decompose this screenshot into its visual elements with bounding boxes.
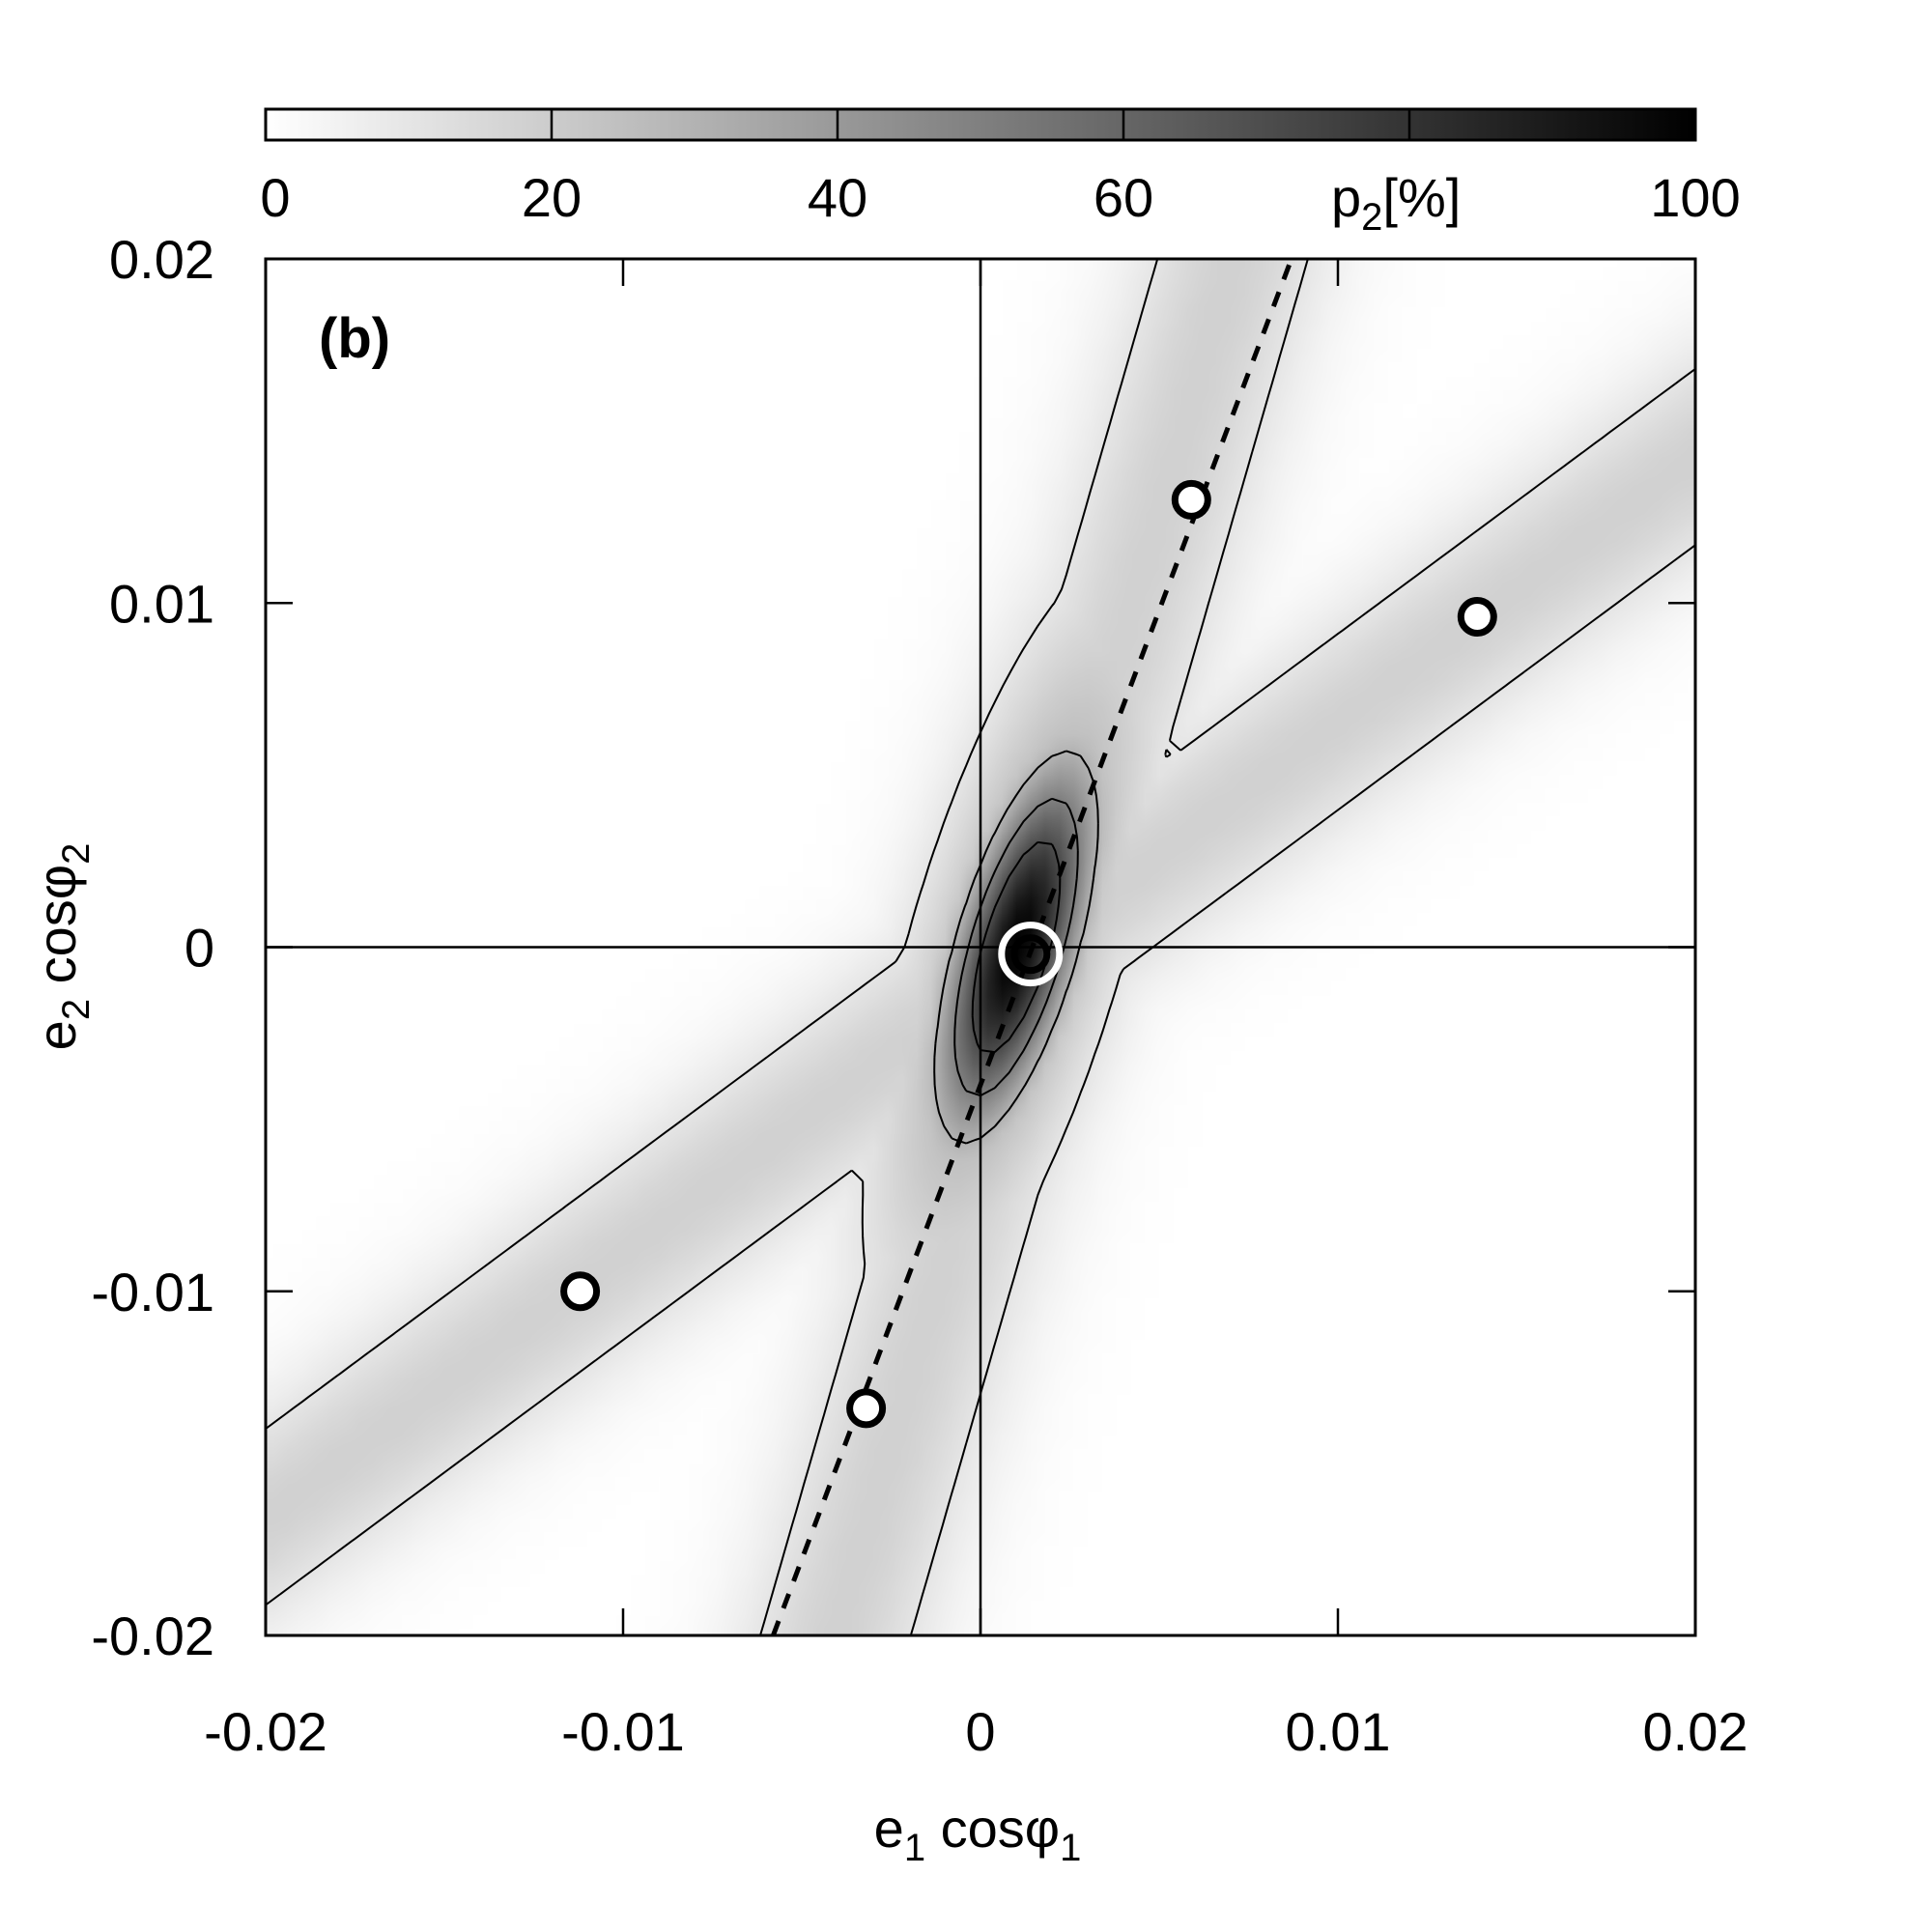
contour-10 <box>266 259 1695 1635</box>
y-axis-label: e2 cosφ2 <box>26 843 98 1051</box>
marker-best-fit-inner <box>1010 934 1051 975</box>
marker-point <box>1457 597 1497 637</box>
panel-label: (b) <box>319 307 390 370</box>
x-tick-label: -0.01 <box>561 1701 685 1762</box>
x-tick-label: 0.02 <box>1643 1701 1748 1762</box>
y-tick-label: -0.02 <box>91 1605 214 1666</box>
x-tick-label: 0 <box>965 1701 995 1762</box>
colorbar-tick-label: 60 <box>1094 167 1153 228</box>
colorbar-tick-label: 40 <box>808 167 867 228</box>
colorbar-ticks: 0 20 40 60 100 <box>260 109 1741 228</box>
colorbar-tick-label: 0 <box>260 167 290 228</box>
contour-lines <box>266 259 1695 1635</box>
colorbar-tick-label: 20 <box>522 167 582 228</box>
x-tick-label: -0.02 <box>204 1701 327 1762</box>
contour-30 <box>933 750 1099 1145</box>
y-tick-label: -0.01 <box>91 1262 214 1322</box>
y-tick-label: 0.02 <box>109 229 214 290</box>
contour-50 <box>953 797 1079 1097</box>
y-tick-label: 0 <box>185 918 214 979</box>
markers <box>560 479 1497 1429</box>
colorbar-gradient <box>264 107 1697 142</box>
axis-ticks: -0.02 -0.01 0 0.01 0.02 -0.02 -0.01 0 0.01 0.02 <box>91 229 1747 1762</box>
colorbar: 0 20 40 60 100 p2[%] <box>260 107 1741 239</box>
y-tick-label: 0.01 <box>109 573 214 634</box>
marker-point <box>560 1271 601 1312</box>
x-axis-label: e1 cosφ1 <box>874 1798 1082 1869</box>
marker-best-fit-outer <box>998 922 1064 987</box>
marker-point <box>846 1388 887 1429</box>
marker-point <box>1171 479 1211 520</box>
x-tick-label: 0.01 <box>1286 1701 1391 1762</box>
colorbar-tick-label: 100 <box>1650 167 1740 228</box>
colorbar-label: p2[%] <box>1331 167 1461 239</box>
